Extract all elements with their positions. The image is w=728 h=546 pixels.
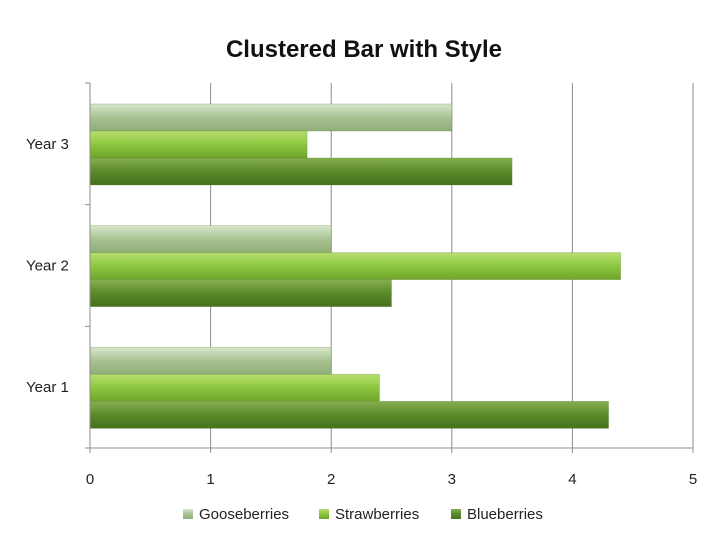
category-labels: Year 1 Year 2 Year 3 [26, 136, 69, 396]
bar-blueberries-year-2 [89, 279, 392, 308]
category-label: Year 1 [26, 379, 69, 396]
legend: Gooseberries Strawberries Blueberries [183, 506, 543, 523]
axes [85, 82, 694, 453]
x-tick-label: 5 [689, 471, 697, 488]
bar-gooseberries-year-1 [89, 346, 332, 375]
legend-swatch-strawberries [319, 509, 329, 519]
bar-blueberries-year-3 [89, 157, 513, 186]
x-tick-label: 2 [327, 471, 335, 488]
bar-gooseberries-year-3 [89, 103, 453, 132]
category-label: Year 2 [26, 258, 69, 275]
chart-title: Clustered Bar with Style [226, 36, 502, 63]
bar-strawberries-year-1 [89, 373, 380, 402]
x-tick-labels: 0 1 2 3 4 5 [86, 471, 697, 488]
bar-strawberries-year-3 [89, 130, 308, 159]
legend-label-blueberries: Blueberries [467, 506, 543, 523]
bar-strawberries-year-2 [89, 252, 622, 281]
bars [89, 103, 622, 429]
legend-swatch-blueberries [451, 509, 461, 519]
legend-label-gooseberries: Gooseberries [199, 506, 289, 523]
legend-swatch-gooseberries [183, 509, 193, 519]
bar-gooseberries-year-2 [89, 225, 332, 254]
x-tick-label: 1 [206, 471, 214, 488]
bar-blueberries-year-1 [89, 400, 609, 429]
category-label: Year 3 [26, 136, 69, 153]
legend-label-strawberries: Strawberries [335, 506, 419, 523]
x-tick-label: 3 [448, 471, 456, 488]
x-tick-label: 4 [568, 471, 576, 488]
x-tick-label: 0 [86, 471, 94, 488]
